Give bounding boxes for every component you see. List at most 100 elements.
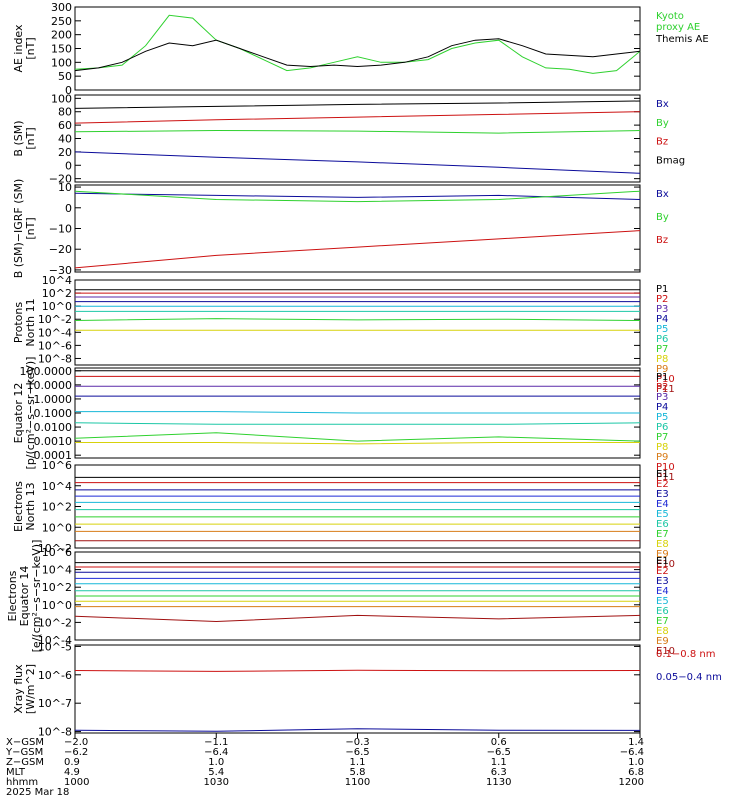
legend-entry: P3 xyxy=(656,304,668,315)
legend-entry: 0.05−0.4 nm xyxy=(656,672,722,683)
legend-entry: P6 xyxy=(656,422,668,433)
panel-frame xyxy=(74,184,641,273)
x-row-value: 0.9 xyxy=(64,757,80,768)
legend-entry: P1 xyxy=(656,372,668,383)
series-line xyxy=(74,129,641,134)
legend-entry: Bz xyxy=(656,235,668,246)
y-tick-label: 10^-4 xyxy=(38,326,72,339)
y-tick-label: 10.0000 xyxy=(27,379,73,392)
legend-entry: E3 xyxy=(656,576,669,587)
legend-entry: E6 xyxy=(656,606,669,617)
x-row-value: 6.8 xyxy=(628,767,644,778)
series-line xyxy=(74,614,641,623)
y-tick-label: 0.1000 xyxy=(34,407,73,420)
legend-entry: E1 xyxy=(656,469,669,480)
series-line xyxy=(74,432,641,442)
y-tick-label: 10 xyxy=(58,181,72,194)
y-tick-label: 50 xyxy=(58,70,72,83)
y-tick-label: 0.0001 xyxy=(34,449,73,462)
series-line xyxy=(74,14,641,74)
y-tick-label: 250 xyxy=(51,15,72,28)
x-row-value: 4.9 xyxy=(64,767,80,778)
y-tick-label: 100 xyxy=(51,56,72,69)
legend-entry: Bz xyxy=(656,137,668,148)
y-tick-label: −20 xyxy=(49,173,72,186)
y-tick-label: 0.0010 xyxy=(34,435,73,448)
series-line xyxy=(74,669,641,672)
legend-entry: 0.1−0.8 nm xyxy=(656,649,715,660)
y-tick-label: 0.0100 xyxy=(34,421,73,434)
legend-entry: E5 xyxy=(656,509,669,520)
x-row-value: −2.0 xyxy=(64,737,88,748)
y-tick-label: 60 xyxy=(58,119,72,132)
y-axis-label: ProtonsNorth 11 xyxy=(12,298,37,346)
y-tick-label: 100.0000 xyxy=(20,365,73,378)
legend-entry: E1 xyxy=(656,556,669,567)
legend-entry: E2 xyxy=(656,566,669,577)
x-row-value: 1.1 xyxy=(491,757,507,768)
legend-entry: P8 xyxy=(656,354,668,365)
legend-entry: P10 xyxy=(656,374,675,385)
y-tick-label: 20 xyxy=(58,146,72,159)
legend-entry: P5 xyxy=(656,412,668,423)
y-tick-label: 0 xyxy=(65,159,72,172)
y-tick-label: 10^-6 xyxy=(38,339,72,352)
legend-entry: P11 xyxy=(656,472,675,483)
y-tick-label: 80 xyxy=(58,106,72,119)
legend-entry: E10 xyxy=(656,646,675,657)
x-row-value: 5.8 xyxy=(350,767,366,778)
legend-entry: P3 xyxy=(656,392,668,403)
series-line xyxy=(75,442,640,445)
legend-entry: E6 xyxy=(656,519,669,530)
legend-entry: P2 xyxy=(656,382,668,393)
x-row-label: hhmm xyxy=(6,777,38,788)
legend-entry: P5 xyxy=(656,324,668,335)
y-axis-label: Equator 12[p/(cm²−s−sr−keV)] xyxy=(12,357,37,470)
panel-5: 100.000010.00001.00000.10000.01000.00100… xyxy=(12,357,675,483)
y-tick-label: 10^2 xyxy=(42,581,72,594)
y-tick-label: 10^-5 xyxy=(38,640,72,653)
series-line xyxy=(74,230,641,269)
series-line xyxy=(74,100,641,109)
legend-entry: P9 xyxy=(656,452,668,463)
x-row-value: 1030 xyxy=(204,777,229,788)
y-tick-label: 10^-7 xyxy=(38,697,72,710)
legend-entry: Bx xyxy=(656,189,669,200)
legend-entry: P10 xyxy=(656,462,675,473)
series-line xyxy=(74,151,641,174)
x-row-value: −1.1 xyxy=(204,737,228,748)
legend-entry: E10 xyxy=(656,559,675,570)
y-tick-label: 1.0000 xyxy=(34,393,73,406)
x-row-value: 5.4 xyxy=(208,767,224,778)
series-line xyxy=(74,190,641,203)
legend-entry: E7 xyxy=(656,529,669,540)
legend-entry: P8 xyxy=(656,442,668,453)
x-row-label: Z−GSM xyxy=(6,757,44,768)
x-row-value: 1.4 xyxy=(628,737,644,748)
x-row-value: 0.6 xyxy=(491,737,507,748)
y-tick-label: 10^-6 xyxy=(38,669,72,682)
x-row-value: 1.0 xyxy=(208,757,224,768)
y-tick-label: 100 xyxy=(51,92,72,105)
y-tick-label: 10^4 xyxy=(42,564,72,577)
legend-entry: E8 xyxy=(656,539,669,550)
panel-4: 10^410^210^010^-210^-410^-610^-8ProtonsN… xyxy=(12,274,675,395)
y-tick-label: 10^6 xyxy=(42,546,72,559)
legend-entry: Themis AE xyxy=(655,34,709,45)
legend-entry: P2 xyxy=(656,294,668,305)
y-tick-label: 150 xyxy=(51,43,72,56)
series-line xyxy=(74,422,641,425)
y-axis-label: B (SM)[nT] xyxy=(12,120,37,156)
legend-entry: E5 xyxy=(656,596,669,607)
y-tick-label: 10^-2 xyxy=(38,542,72,555)
x-row-label: Y−GSM xyxy=(5,747,43,758)
panel-3: −30 −20 −10 0 10 B (SM)−IGRF (SM)[nT] Bx By Bz xyxy=(12,179,669,279)
legend-entry: E7 xyxy=(656,616,669,627)
y-tick-label: 200 xyxy=(51,29,72,42)
x-row-value: 1.1 xyxy=(350,757,366,768)
y-tick-label: 10^-4 xyxy=(38,634,72,647)
y-axis-label: ElectronsEquator 14[e/(cm²−s−sr−keV)] xyxy=(6,540,43,653)
